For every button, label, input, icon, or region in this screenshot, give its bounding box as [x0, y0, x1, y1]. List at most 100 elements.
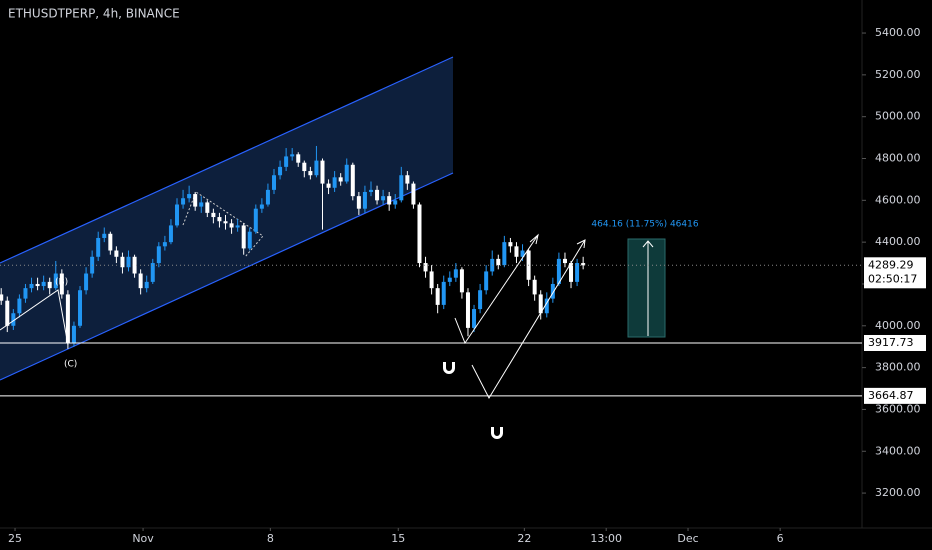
candle-body — [290, 154, 295, 157]
candle-body — [29, 283, 34, 289]
candle-body — [132, 256, 137, 274]
candle-body — [241, 225, 246, 249]
candle-body — [368, 189, 373, 192]
y-tick-label: 4000.00 — [875, 319, 921, 332]
candle-body — [520, 250, 525, 257]
candle-body — [569, 263, 574, 282]
candles — [0, 145, 586, 349]
candle-body — [532, 279, 537, 295]
y-tick-label: 4800.00 — [875, 152, 921, 165]
candle-body — [562, 258, 567, 264]
x-tick-label: 25 — [8, 532, 22, 545]
candle-body — [59, 273, 64, 295]
candle-body — [405, 175, 410, 184]
candle-body — [211, 212, 216, 218]
x-tick-label: 6 — [777, 532, 784, 545]
channel-fill — [0, 57, 453, 380]
level-label: 3917.73 — [868, 336, 914, 349]
candle-body — [217, 217, 222, 222]
candle-body — [138, 273, 143, 289]
candle-body — [65, 294, 70, 343]
candle-body — [314, 160, 319, 176]
candle-body — [265, 189, 270, 205]
candle-body — [102, 233, 107, 238]
candle-body — [484, 271, 489, 291]
measure-arrow-head — [642, 240, 654, 248]
arrow-head — [529, 233, 539, 245]
candle-body — [193, 194, 198, 207]
candle-body — [575, 263, 580, 282]
annotation: (B) — [55, 278, 68, 288]
flag-pattern — [182, 191, 264, 258]
candle-body — [362, 191, 367, 209]
level-label-box — [864, 334, 926, 351]
candle-body — [71, 325, 76, 343]
candle-body — [187, 194, 192, 199]
candle-body — [223, 221, 228, 224]
y-tick-label: 4400.00 — [875, 235, 921, 248]
candle-body — [581, 263, 586, 266]
candle-body — [162, 242, 167, 247]
y-tick-label: 4600.00 — [875, 193, 921, 206]
candle-body — [496, 258, 501, 266]
candle-body — [423, 263, 428, 272]
candle-body — [150, 263, 155, 282]
candle-body — [435, 288, 440, 305]
candle-body — [47, 281, 52, 289]
candle-body — [478, 290, 483, 310]
candle-body — [453, 269, 458, 278]
candle-body — [5, 300, 10, 326]
y-tick-label: 5400.00 — [875, 26, 921, 39]
candle-body — [120, 256, 125, 268]
candle-body — [84, 273, 89, 291]
candle-body — [356, 196, 361, 209]
x-tick-label: 8 — [267, 532, 274, 545]
candle-body — [247, 231, 252, 249]
level-label-box — [864, 387, 926, 404]
candle-body — [429, 271, 434, 289]
measure-label: 464.16 (11.75%) 46416 — [591, 220, 698, 230]
candle-body — [508, 242, 513, 247]
candle-body — [229, 223, 234, 228]
zigzag — [0, 289, 69, 346]
x-tick-label: Dec — [677, 532, 698, 545]
candle-body — [538, 294, 543, 314]
candle-body — [235, 225, 240, 228]
candle-body — [459, 269, 464, 293]
candle-body — [259, 204, 264, 209]
candle-body — [550, 283, 555, 299]
candle-body — [441, 281, 446, 305]
candle-body — [205, 202, 210, 213]
candle-body — [284, 156, 289, 167]
candle-body — [411, 183, 416, 205]
candle-body — [168, 225, 173, 243]
candle-body — [253, 208, 258, 232]
candle-body — [156, 246, 161, 264]
x-tick-label: 15 — [391, 532, 405, 545]
y-tick-label: 3400.00 — [875, 444, 921, 457]
candle-body — [308, 171, 313, 176]
y-tick-label: 3600.00 — [875, 402, 921, 415]
candle-body — [320, 160, 325, 184]
candle-body — [387, 196, 392, 205]
candle-body — [11, 313, 16, 326]
candle-body — [344, 164, 349, 182]
candle-body — [417, 204, 422, 264]
candle-body — [393, 200, 398, 205]
magnet-icon — [491, 427, 503, 439]
candle-body — [381, 196, 386, 201]
candle-body — [447, 277, 452, 282]
x-tick-label: 13:00 — [590, 532, 622, 545]
candle-body — [375, 189, 380, 201]
countdown-label: 02:50:17 — [868, 272, 917, 285]
candle-body — [114, 250, 119, 257]
candle-body — [556, 258, 561, 284]
candle-body — [41, 281, 46, 287]
chart-title: ETHUSDTPERP, 4h, BINANCE — [8, 7, 180, 21]
candle-body — [23, 288, 28, 299]
candle-body — [78, 290, 83, 326]
candle-body — [175, 204, 180, 226]
y-tick-label: 3800.00 — [875, 361, 921, 374]
candle-body — [472, 309, 477, 328]
